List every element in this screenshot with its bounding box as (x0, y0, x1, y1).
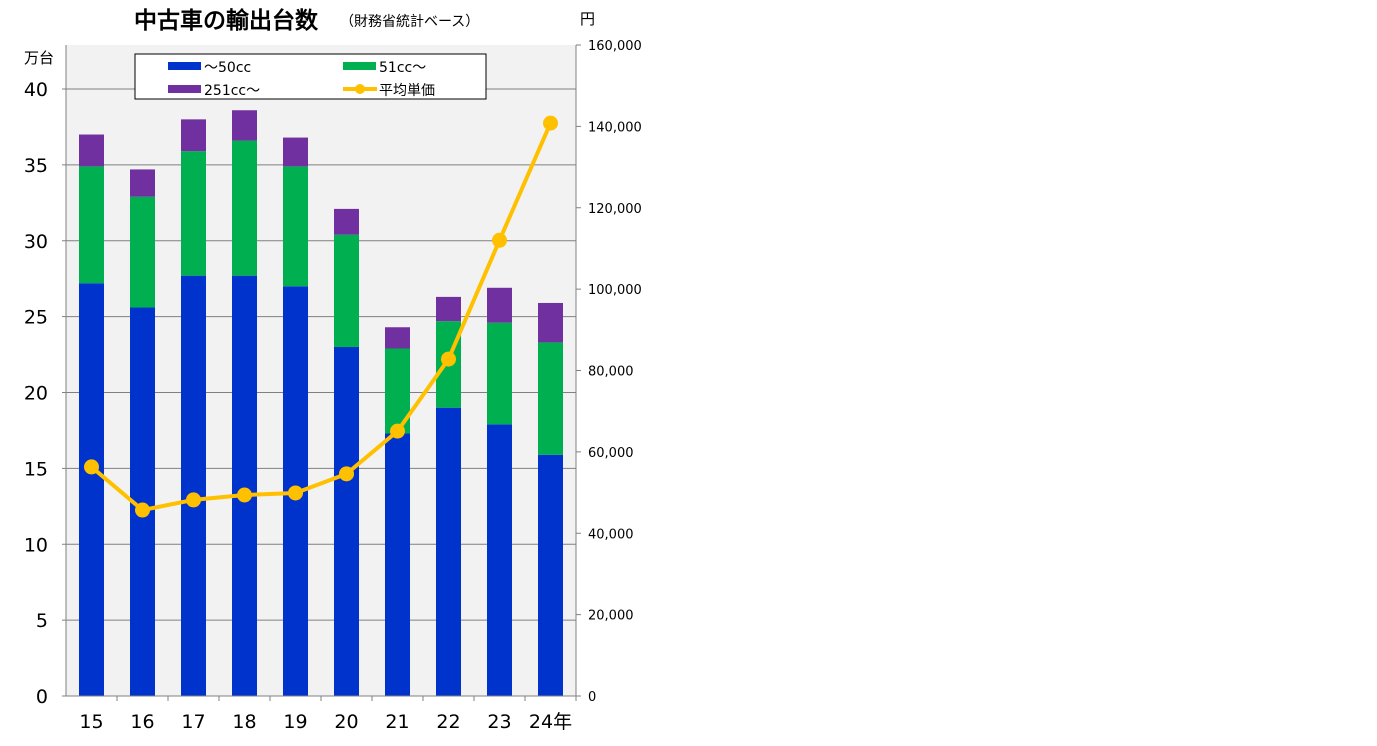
y2-tick-label: 20,000 (588, 609, 634, 624)
price-point (135, 502, 150, 518)
legend-swatch (168, 62, 201, 70)
price-point (543, 115, 558, 131)
price-point (492, 232, 507, 248)
bar-segment (487, 424, 512, 696)
price-point (84, 459, 99, 475)
y-tick-label: 10 (24, 534, 48, 556)
legend-label: 251cc～ (204, 83, 260, 99)
bar-segment (283, 166, 308, 287)
legend-swatch (343, 62, 376, 70)
x-tick-label: 21 (385, 711, 409, 733)
y2-tick-label: 0 (588, 690, 596, 705)
price-point (186, 492, 201, 508)
bar-segment (436, 407, 461, 696)
bar-segment (181, 119, 206, 152)
chart-title: 中古車の輸出台数 (134, 7, 319, 34)
bar-segment (181, 151, 206, 276)
y2-tick-label: 60,000 (588, 446, 634, 461)
y2-axis-label: 円 (580, 10, 595, 28)
y2-tick-label: 40,000 (588, 527, 634, 542)
y2-tick-label: 120,000 (588, 202, 642, 217)
price-point (441, 351, 456, 367)
y-tick-label: 15 (24, 458, 48, 480)
bar-segment (79, 134, 104, 167)
legend-marker (355, 84, 365, 94)
bar-segment (79, 283, 104, 696)
x-tick-label: 17 (181, 711, 205, 733)
x-tick-label: 24年 (529, 711, 572, 733)
price-point (288, 485, 303, 501)
bar-segment (538, 454, 563, 696)
bar-segment (232, 275, 257, 696)
x-tick-label: 19 (283, 711, 307, 733)
bar-segment (538, 342, 563, 455)
y-tick-label: 20 (24, 383, 48, 405)
bar-segment (232, 110, 257, 141)
y-axis-label: 万台 (24, 49, 54, 67)
legend-label: 平均単価 (379, 83, 435, 99)
chart-subtitle: （財務省統計ベース） (340, 14, 479, 30)
x-tick-label: 23 (487, 711, 511, 733)
bar-segment (181, 275, 206, 696)
y-tick-label: 25 (24, 307, 48, 329)
bar-segment (130, 196, 155, 308)
price-point (390, 423, 405, 439)
bar-segment (232, 140, 257, 276)
x-tick-label: 15 (79, 711, 103, 733)
bar-segment (79, 166, 104, 284)
bar-segment (487, 287, 512, 323)
bar-segment (436, 296, 461, 322)
y-tick-label: 35 (24, 155, 48, 177)
y-tick-label: 40 (24, 79, 48, 101)
bar-segment (334, 346, 359, 696)
price-point (339, 466, 354, 482)
legend-label: 51cc～ (379, 60, 426, 76)
bar-segment (334, 234, 359, 347)
x-tick-label: 18 (232, 711, 256, 733)
y2-tick-label: 100,000 (588, 283, 642, 298)
price-line (90, 122, 553, 513)
legend-swatch (168, 85, 201, 93)
y2-tick-label: 160,000 (588, 39, 642, 54)
bar-segment (487, 322, 512, 425)
y2-tick-label: 80,000 (588, 365, 634, 380)
y-tick-label: 5 (36, 610, 48, 632)
bar-segment (130, 169, 155, 197)
bar-segment (334, 208, 359, 235)
legend: ～50cc 51cc～ 251cc～ 平均単価 (134, 53, 487, 100)
y2-tick-label: 140,000 (588, 120, 642, 135)
bar-segment (283, 137, 308, 167)
x-tick-label: 16 (130, 711, 154, 733)
bar-segment (385, 327, 410, 349)
y-tick-label: 30 (24, 231, 48, 253)
price-point (237, 487, 252, 503)
x-tick-label: 20 (334, 711, 358, 733)
y-tick-label: 0 (36, 686, 48, 708)
bar-segment (385, 433, 410, 696)
legend-label: ～50cc (204, 60, 251, 76)
bar-segment (538, 302, 563, 343)
x-tick-label: 22 (436, 711, 460, 733)
